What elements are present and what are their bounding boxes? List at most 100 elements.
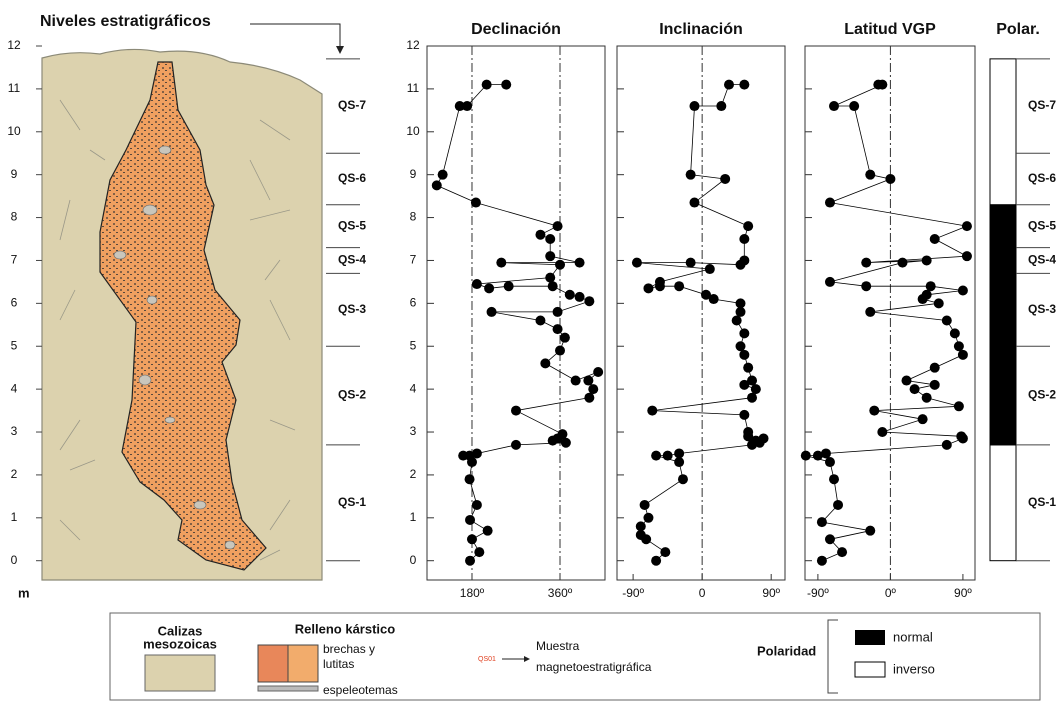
data-point [511, 440, 521, 450]
depth-tick-label: 1 [11, 510, 18, 524]
y-tick-label: 5 [410, 338, 417, 352]
level-label: QS-6 [1028, 171, 1056, 185]
data-point [747, 393, 757, 403]
data-point [942, 440, 952, 450]
data-point [472, 448, 482, 458]
data-point [701, 290, 711, 300]
data-point [958, 350, 968, 360]
data-point [643, 513, 653, 523]
data-point [557, 429, 567, 439]
strat-column: Niveles estratigráficos [40, 13, 344, 580]
polarity-interval [990, 205, 1016, 445]
data-point [555, 346, 565, 356]
x-tick-label: -90º [622, 586, 644, 600]
data-point [942, 316, 952, 326]
data-point [545, 251, 555, 261]
level-label: QS-5 [1028, 218, 1056, 232]
depth-tick-label: 10 [7, 124, 21, 138]
y-tick-label: 1 [410, 510, 417, 524]
data-point [674, 457, 684, 467]
data-point [545, 273, 555, 283]
data-point [865, 526, 875, 536]
data-point [501, 80, 511, 90]
data-point [926, 281, 936, 291]
panel-frame [427, 46, 605, 580]
depth-tick-label: 11 [8, 81, 21, 95]
data-point [958, 285, 968, 295]
y-tick-label: 2 [410, 467, 417, 481]
depth-tick-label: 4 [11, 381, 18, 395]
data-point [865, 307, 875, 317]
data-point [922, 393, 932, 403]
data-point [472, 500, 482, 510]
data-point [743, 221, 753, 231]
data-point [553, 324, 563, 334]
data-point [467, 534, 477, 544]
data-point [954, 341, 964, 351]
data-point [829, 101, 839, 111]
data-point [747, 376, 757, 386]
data-point [540, 358, 550, 368]
panel-title: Latitud VGP [844, 21, 936, 38]
depth-tick-label: 3 [11, 424, 18, 438]
data-point [739, 328, 749, 338]
arrow-head [524, 656, 530, 662]
data-point [962, 221, 972, 231]
y-tick-label: 8 [410, 210, 417, 224]
data-point [751, 384, 761, 394]
y-tick-label: 11 [407, 81, 420, 95]
data-point [736, 341, 746, 351]
data-point [465, 474, 475, 484]
data-point [655, 277, 665, 287]
legend-text: normal [893, 629, 933, 644]
depth-tick-label: 8 [11, 210, 18, 224]
data-point [833, 500, 843, 510]
data-point [643, 283, 653, 293]
depth-tick-label: 7 [11, 253, 18, 267]
data-point [636, 521, 646, 531]
data-point [705, 264, 715, 274]
x-tick-label: 0 [699, 586, 706, 600]
data-point [593, 367, 603, 377]
data-point [962, 251, 972, 261]
data-point [817, 556, 827, 566]
level-label: QS-1 [338, 495, 366, 509]
data-point [647, 406, 657, 416]
data-point [496, 258, 506, 268]
data-point [438, 170, 448, 180]
level-label: QS-2 [1028, 388, 1056, 402]
data-point [825, 277, 835, 287]
legend-text: magnetoestratigráfica [536, 660, 652, 674]
y-tick-label: 9 [410, 167, 417, 181]
data-point [588, 384, 598, 394]
data-point [720, 174, 730, 184]
level-label: QS-4 [338, 253, 366, 267]
legend-text: lutitas [323, 657, 354, 671]
data-point [869, 406, 879, 416]
data-point [686, 258, 696, 268]
data-point [504, 281, 514, 291]
data-point [632, 258, 642, 268]
data-point [674, 281, 684, 291]
data-point [686, 170, 696, 180]
data-point [825, 198, 835, 208]
data-point [689, 198, 699, 208]
data-point [736, 298, 746, 308]
arrow-head [336, 46, 344, 54]
data-point [861, 281, 871, 291]
data-point [553, 221, 563, 231]
data-point [885, 174, 895, 184]
data-point [743, 427, 753, 437]
data-point [954, 401, 964, 411]
x-tick-label: 0º [885, 586, 897, 600]
y-tick-label: 4 [410, 381, 417, 395]
data-point [535, 230, 545, 240]
data-point [922, 290, 932, 300]
legend-text: espeleotemas [323, 683, 398, 697]
data-point [474, 547, 484, 557]
data-point [555, 260, 565, 270]
data-point [930, 363, 940, 373]
data-point [865, 170, 875, 180]
data-point [918, 414, 928, 424]
legend-text: brechas y [323, 642, 375, 656]
